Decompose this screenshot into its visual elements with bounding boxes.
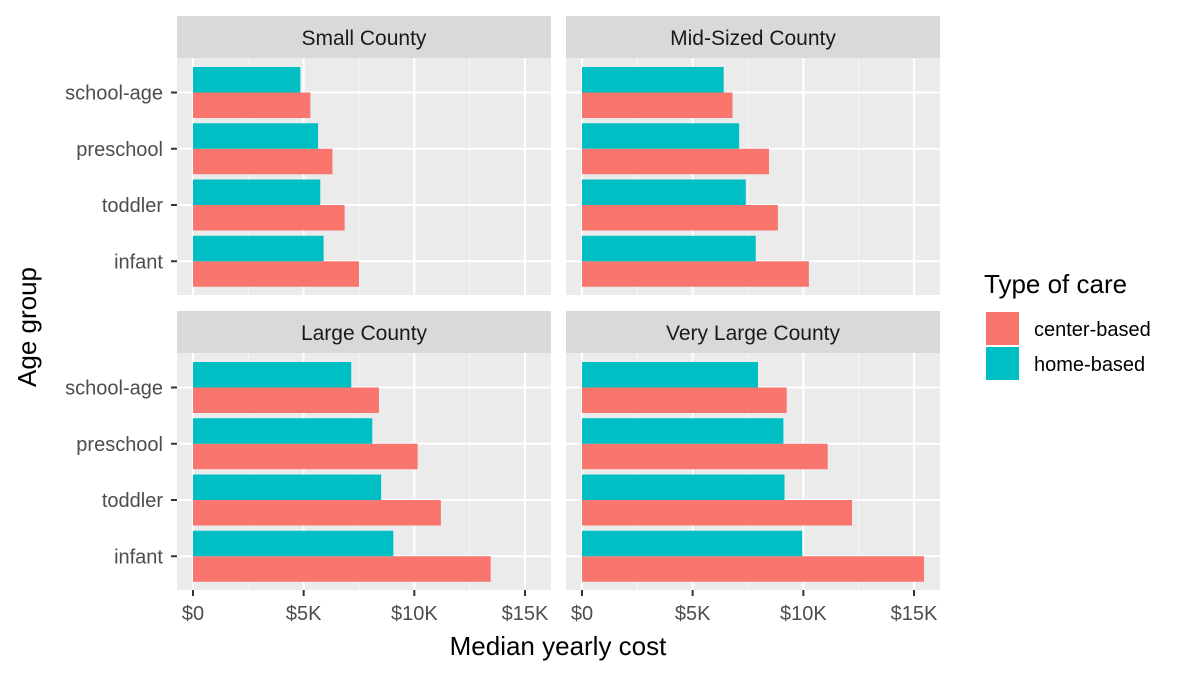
panel-small-county: Small County: [177, 16, 551, 295]
bar-home-based-school-age: [193, 362, 352, 388]
bar-home-based-toddler: [193, 474, 382, 500]
bar-center-based-infant: [193, 261, 359, 287]
x-tick-label: $15K: [891, 603, 938, 625]
bar-center-based-toddler: [582, 205, 778, 231]
y-tick-label: toddler: [102, 195, 163, 217]
x-tick-label: $5K: [675, 603, 711, 625]
bar-center-based-school-age: [193, 387, 379, 413]
chart-panels: Small County Mid-Sized County Large County…: [177, 16, 940, 590]
bar-home-based-toddler: [193, 179, 321, 205]
bar-home-based-preschool: [193, 418, 373, 444]
bar-home-based-school-age: [582, 362, 758, 388]
bar-center-based-preschool: [193, 443, 418, 470]
legend: Type of care center-based home-based: [984, 269, 1151, 380]
facet-strip: [566, 311, 940, 353]
bar-home-based-toddler: [582, 474, 785, 500]
x-axes: $0 $5K $10K $15K $0 $5K $10K $15K: [182, 590, 938, 625]
x-axis-title: Median yearly cost: [450, 631, 668, 661]
facet-strip: [566, 16, 940, 58]
bar-center-based-preschool: [582, 443, 828, 470]
legend-label-home-based: home-based: [1034, 354, 1145, 376]
legend-key-home-based: [986, 347, 1019, 380]
bar-center-based-infant: [582, 556, 924, 582]
facet-strip: [177, 16, 551, 58]
facet-strip: [177, 311, 551, 353]
bar-center-based-school-age: [582, 92, 733, 118]
bar-center-based-school-age: [582, 387, 787, 413]
y-tick-label: infant: [114, 251, 163, 273]
bar-center-based-toddler: [193, 500, 441, 526]
legend-title: Type of care: [984, 269, 1127, 299]
x-tick-label: $0: [571, 603, 593, 625]
y-tick-label: infant: [114, 546, 163, 568]
y-tick-label: preschool: [76, 434, 163, 456]
y-tick-label: school-age: [65, 83, 163, 105]
facet-title: Mid-Sized County: [670, 27, 836, 50]
x-tick-label: $0: [182, 603, 204, 625]
panel-large-county: Large County: [177, 311, 551, 590]
facet-title: Small County: [302, 27, 427, 50]
bar-center-based-preschool: [193, 148, 333, 175]
bar-home-based-infant: [582, 235, 756, 262]
y-tick-label: toddler: [102, 490, 163, 512]
bar-center-based-toddler: [582, 500, 853, 526]
panel-very-large-county: Very Large County: [566, 311, 940, 590]
bar-center-based-infant: [582, 261, 809, 287]
bar-center-based-school-age: [193, 92, 311, 118]
bar-home-based-preschool: [582, 418, 784, 444]
y-tick-label: school-age: [65, 378, 163, 400]
legend-label-center-based: center-based: [1034, 319, 1151, 341]
bar-home-based-school-age: [193, 67, 301, 93]
bar-center-based-toddler: [193, 205, 345, 231]
bar-home-based-infant: [582, 530, 803, 557]
y-axis-title: Age group: [12, 267, 42, 387]
bar-center-based-preschool: [582, 148, 770, 175]
facet-title: Very Large County: [666, 322, 840, 345]
x-tick-label: $5K: [286, 603, 322, 625]
panel-mid-sized-county: Mid-Sized County: [566, 16, 940, 295]
bar-home-based-preschool: [193, 123, 319, 149]
x-tick-label: $15K: [502, 603, 549, 625]
bar-center-based-infant: [193, 556, 491, 582]
x-tick-label: $10K: [780, 603, 827, 625]
facet-title: Large County: [301, 322, 428, 345]
bar-home-based-preschool: [582, 123, 740, 149]
y-axes: school-age preschool toddler infant school-a…: [65, 83, 177, 568]
bar-home-based-school-age: [582, 67, 724, 93]
bar-home-based-infant: [193, 235, 324, 262]
x-tick-label: $10K: [391, 603, 438, 625]
y-tick-label: preschool: [76, 139, 163, 161]
legend-key-center-based: [986, 312, 1019, 345]
bar-home-based-infant: [193, 530, 394, 557]
bar-home-based-toddler: [582, 179, 746, 205]
